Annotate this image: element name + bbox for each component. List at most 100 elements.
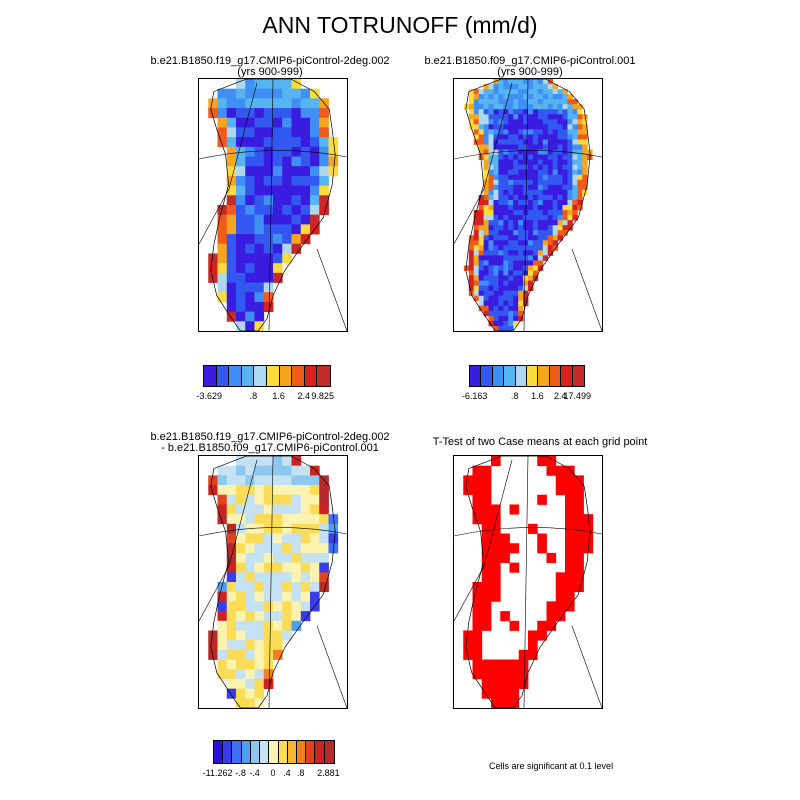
- grid-cell: [483, 89, 489, 95]
- grid-cell: [518, 194, 524, 201]
- grid-cell: [528, 164, 534, 171]
- colorbar-swatch: [229, 366, 242, 386]
- grid-cell: [546, 611, 557, 622]
- grid-cell: [518, 154, 524, 161]
- grid-cell: [577, 205, 583, 211]
- grid-cell: [565, 572, 575, 583]
- grid-cell: [263, 504, 274, 515]
- grid-cell: [537, 129, 544, 135]
- grid-cell: [488, 230, 494, 236]
- grid-cell: [577, 184, 583, 191]
- grid-cell: [582, 114, 588, 120]
- grid-cell: [542, 134, 549, 140]
- grid-cell: [254, 456, 265, 467]
- grid-cell: [263, 108, 274, 119]
- grid-cell: [552, 199, 558, 206]
- grid-cell: [328, 514, 339, 525]
- grid-cell: [498, 300, 504, 307]
- grid-cell: [567, 109, 573, 115]
- grid-cell: [552, 169, 558, 176]
- grid-cell: [498, 154, 504, 161]
- grid-cell: [503, 290, 509, 297]
- grid-cell: [542, 235, 549, 241]
- grid-cell: [254, 263, 265, 274]
- grid-cell: [552, 210, 558, 216]
- grid-cell: [518, 174, 524, 181]
- grid-cell: [500, 688, 510, 699]
- grid-cell: [328, 533, 339, 544]
- grid-cell: [291, 543, 302, 554]
- grid-cell: [503, 169, 509, 176]
- grid-cell: [547, 215, 554, 221]
- grid-cell: [488, 179, 494, 186]
- grid-cell: [565, 465, 575, 476]
- grid-cell: [508, 179, 514, 186]
- grid-cell: [263, 137, 274, 148]
- colorbar-swatch: [250, 741, 261, 763]
- grid-cell: [481, 678, 492, 690]
- colorbar-swatch: [315, 741, 325, 763]
- grid-cell: [478, 119, 484, 125]
- grid-cell: [245, 253, 255, 264]
- grid-cell: [555, 475, 566, 486]
- grid-cell: [491, 523, 501, 534]
- grid-cell: [226, 582, 237, 593]
- grid-cell: [217, 514, 228, 525]
- grid-cell: [503, 109, 509, 115]
- grid-cell: [523, 84, 529, 90]
- grid-cell: [483, 199, 489, 206]
- grid-cell: [542, 104, 549, 110]
- grid-cell: [532, 109, 539, 115]
- grid-cell: [567, 174, 573, 181]
- grid-cell: [483, 250, 489, 256]
- grid-cell: [488, 275, 494, 281]
- grid-cell: [488, 300, 494, 307]
- grid-cell: [217, 108, 228, 119]
- grid-cell: [468, 280, 475, 287]
- grid-cell: [513, 220, 519, 226]
- grid-cell: [300, 166, 311, 177]
- grid-cell: [498, 215, 504, 221]
- grid-cell: [567, 164, 573, 171]
- grid-cell: [518, 295, 524, 302]
- grid-cell: [282, 88, 292, 99]
- grid-cell: [562, 104, 568, 110]
- grid-cell: [473, 94, 480, 100]
- grid-cell: [498, 99, 504, 105]
- grid-cell: [532, 275, 539, 281]
- grid-cell: [319, 156, 329, 167]
- grid-cell: [546, 620, 557, 631]
- grid-cell: [291, 234, 302, 245]
- grid-cell: [488, 184, 494, 191]
- grid-cell: [542, 139, 549, 145]
- grid-cell: [537, 533, 547, 544]
- grid-cell: [472, 601, 483, 612]
- grid-cell: [491, 456, 501, 467]
- grid-cell: [463, 265, 470, 271]
- grid-cell: [473, 235, 480, 241]
- grid-cell: [236, 166, 246, 177]
- grid-cell: [508, 154, 514, 161]
- grid-cell: [577, 169, 583, 176]
- grid-cell: [273, 195, 283, 206]
- grid-cell: [552, 109, 558, 115]
- grid-cell: [217, 253, 228, 264]
- grid-cell: [263, 253, 274, 264]
- grid-cell: [508, 315, 514, 322]
- grid-cell: [509, 698, 520, 708]
- grid-cell: [473, 215, 480, 221]
- grid-cell: [236, 272, 246, 283]
- grid-cell: [528, 210, 534, 216]
- colorbar-swatch: [572, 366, 584, 386]
- grid-cell: [498, 245, 504, 251]
- grid-cell: [236, 678, 246, 690]
- grid-cell: [481, 620, 492, 631]
- colorbar-swatch: [515, 366, 527, 386]
- grid-cell: [567, 179, 573, 186]
- colorbar-label: -.8: [235, 768, 246, 778]
- grid-cell: [528, 89, 534, 95]
- grid-cell: [528, 169, 534, 176]
- grid-cell: [537, 245, 544, 251]
- grid-cell: [513, 194, 519, 201]
- grid-cell: [532, 84, 539, 90]
